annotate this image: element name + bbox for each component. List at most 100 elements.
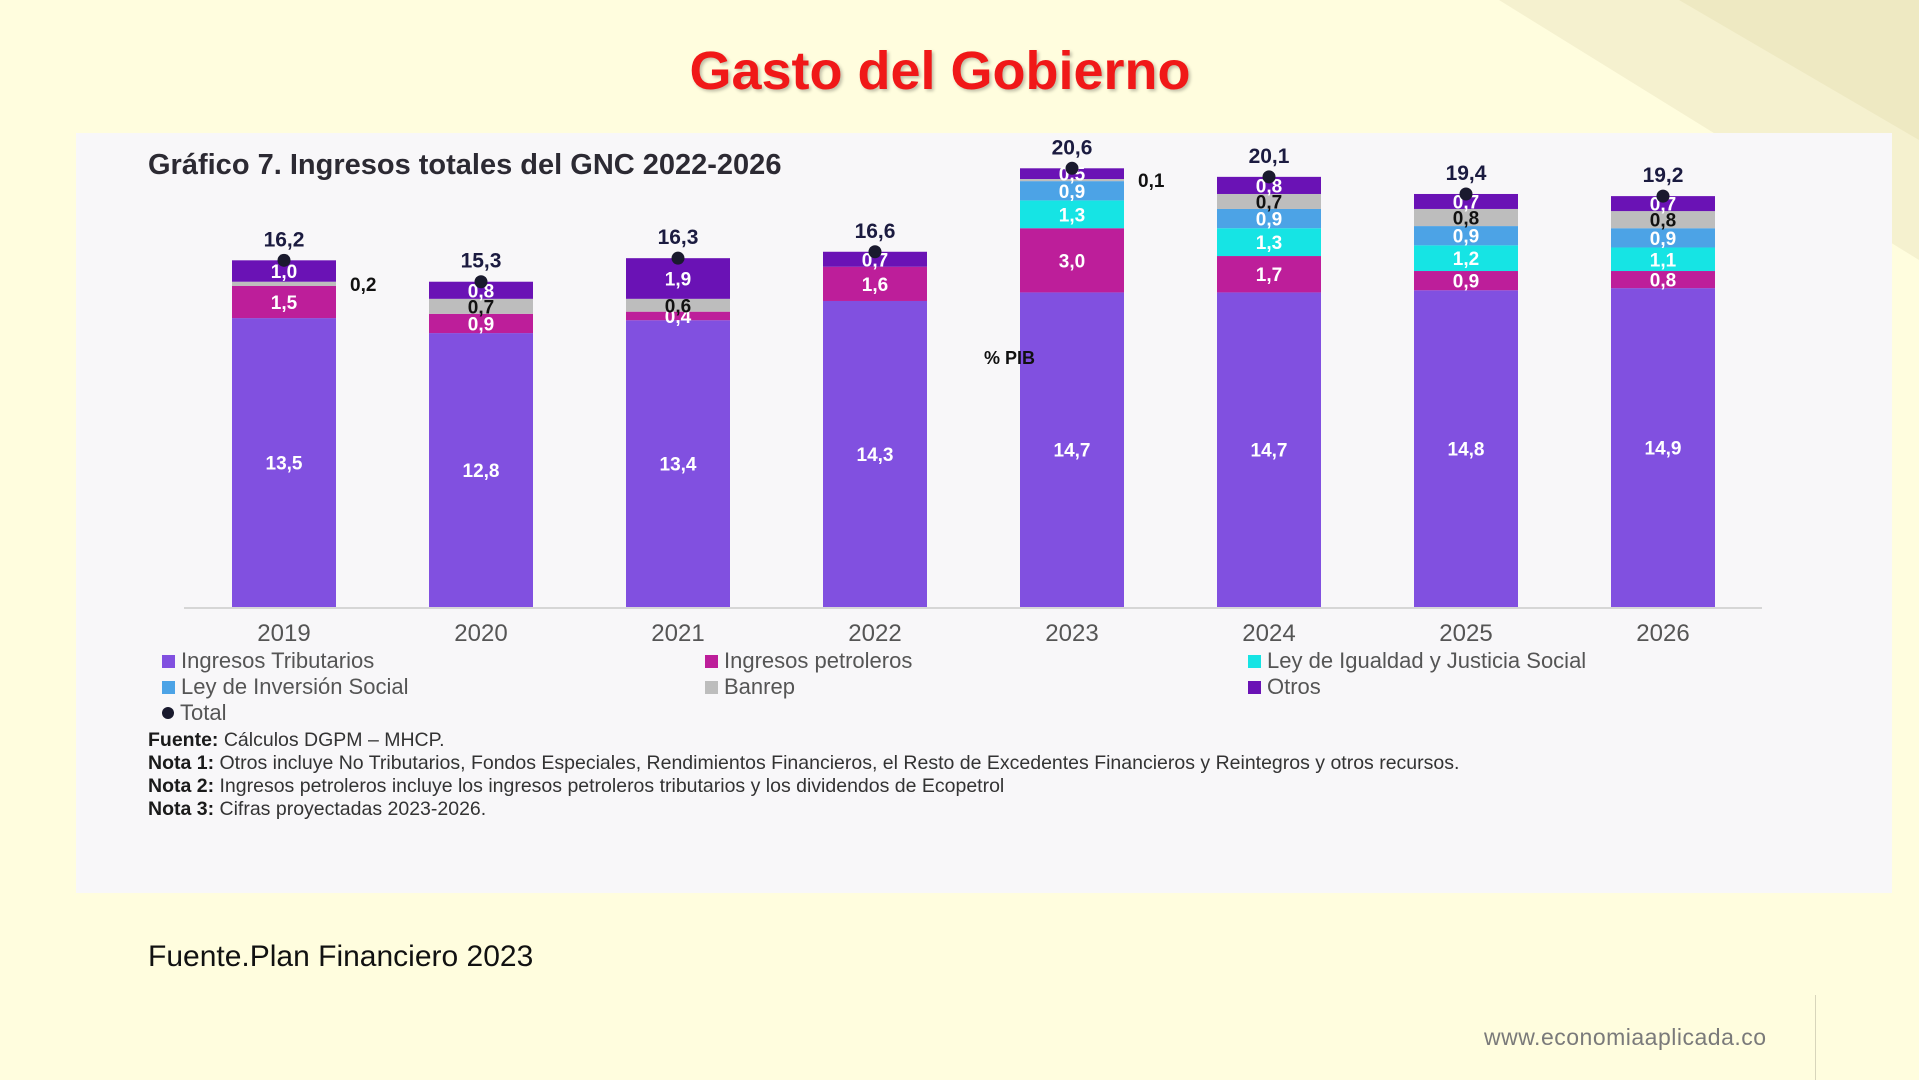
legend-item-total: Total (162, 700, 226, 726)
data-label: 14,9 (1645, 439, 1682, 460)
legend-label: Otros (1267, 674, 1321, 699)
stacked-bar-chart: 13,51,50,21,016,2201912,80,90,70,815,320… (184, 136, 1762, 647)
bar-segment (1611, 196, 1715, 212)
legend-label: Banrep (724, 674, 795, 699)
bar-segment (1020, 179, 1124, 182)
note-fuente: Fuente: Cálculos DGPM – MHCP. (148, 729, 1798, 752)
x-tick-label: 2026 (1636, 620, 1689, 647)
note-2: Nota 2: Ingresos petroleros incluye los … (148, 775, 1798, 798)
data-label: 0,9 (1650, 229, 1676, 250)
data-label: 0,9 (1256, 210, 1282, 231)
legend-swatch (705, 680, 718, 694)
bar-segment (1414, 290, 1518, 607)
website-link[interactable]: www.economiaaplicada.co (1484, 1024, 1767, 1050)
total-label: 20,6 (1052, 136, 1093, 159)
bar-segment (1414, 208, 1518, 227)
data-label: 12,8 (463, 461, 500, 482)
total-label: 16,2 (264, 228, 305, 251)
corner-decoration-inner (1679, 0, 1919, 140)
data-label: 14,7 (1054, 441, 1091, 462)
bar-segment (823, 300, 927, 607)
bar-segment (1020, 292, 1124, 607)
slide-source: Fuente.Plan Financiero 2023 (148, 940, 534, 973)
legend-label: Ingresos petroleros (724, 648, 913, 673)
data-label: 1,5 (271, 293, 298, 314)
note-label: Nota 3: (148, 798, 215, 820)
total-label: 19,4 (1446, 162, 1487, 185)
data-label: 0,6 (665, 296, 691, 317)
data-label: 0,8 (1650, 271, 1676, 292)
bar-segment (1611, 288, 1715, 607)
legend-item-tributarios: Ingresos Tributarios (162, 648, 374, 674)
legend-label: Ley de Inversión Social (181, 674, 409, 699)
data-label: 1,3 (1256, 233, 1282, 254)
total-label: 19,2 (1643, 164, 1684, 187)
data-label: 0,7 (468, 297, 494, 318)
bar-segment (1217, 228, 1321, 257)
data-label: 13,5 (266, 454, 303, 475)
note-label: Nota 2: (148, 775, 215, 797)
data-label: 1,1 (1650, 250, 1677, 271)
bar-segment (626, 320, 730, 607)
x-tick-label: 2024 (1242, 620, 1295, 647)
data-label: 1,9 (665, 270, 691, 291)
bar-segment (1217, 193, 1321, 209)
chart-title: Gráfico 7. Ingresos totales del GNC 2022… (148, 149, 781, 182)
legend-item-otros: Otros (1248, 674, 1321, 700)
bar-segment (626, 311, 730, 321)
bar-segment (1414, 245, 1518, 272)
legend-item-banrep: Banrep (705, 674, 795, 700)
divider (1815, 995, 1816, 1080)
legend-item-inversion: Ley de Inversión Social (162, 674, 408, 700)
legend-dot (162, 707, 174, 719)
bar-segment (626, 258, 730, 299)
data-label: 13,4 (660, 455, 697, 476)
data-label: 0,7 (862, 250, 888, 271)
slide-title: Gasto del Gobierno (689, 41, 1191, 101)
data-label: 0,7 (1650, 195, 1676, 216)
note-1: Nota 1: Otros incluye No Tributarios, Fo… (148, 752, 1798, 775)
bar-segment (429, 333, 533, 607)
data-label: 3,0 (1059, 251, 1085, 272)
note-text: Otros incluye No Tributarios, Fondos Esp… (219, 752, 1460, 774)
legend-swatch (1248, 654, 1261, 668)
note-text: Cálculos DGPM – MHCP. (223, 729, 445, 751)
data-label: 0,4 (665, 307, 692, 328)
note-3: Nota 3: Cifras proyectadas 2023-2026. (148, 798, 1798, 821)
bar-segment (1217, 292, 1321, 607)
total-label: 16,6 (855, 220, 896, 243)
data-label: 0,9 (1453, 227, 1479, 248)
bar-segment (232, 318, 336, 607)
x-tick-label: 2020 (454, 620, 507, 647)
bar-segment (429, 298, 533, 314)
legend-label: Ingresos Tributarios (181, 648, 375, 673)
chart-title-prefix: Gráfico 7. (148, 149, 282, 181)
chart-legend: Ingresos Tributarios Ingresos petroleros… (162, 648, 1862, 730)
bar-segment (1414, 226, 1518, 246)
total-point (1065, 161, 1079, 175)
data-label: 14,8 (1448, 440, 1485, 461)
data-label: 14,3 (857, 445, 894, 466)
total-point (277, 253, 291, 267)
x-tick-label: 2023 (1045, 620, 1098, 647)
data-label: 1,7 (1256, 265, 1282, 286)
bar-segment (1611, 211, 1715, 229)
bar-segment (1217, 208, 1321, 229)
bar-segment (1611, 228, 1715, 248)
total-point (1262, 170, 1276, 184)
legend-swatch (1248, 680, 1261, 694)
bar-segment (1020, 200, 1124, 229)
data-label: 1,3 (1059, 205, 1085, 226)
total-point (1459, 187, 1473, 201)
note-text: Cifras proyectadas 2023-2026. (219, 798, 487, 820)
legend-item-petroleros: Ingresos petroleros (705, 648, 912, 674)
total-label: 16,3 (658, 226, 699, 249)
note-label: Fuente: (148, 729, 219, 751)
total-point (868, 245, 882, 259)
bar-segment (1217, 176, 1321, 194)
data-label: 0,5 (1059, 165, 1086, 186)
bar-segment (1611, 247, 1715, 272)
data-label: 0,8 (468, 281, 494, 302)
total-label: 15,3 (461, 250, 502, 273)
legend-swatch (162, 680, 175, 694)
